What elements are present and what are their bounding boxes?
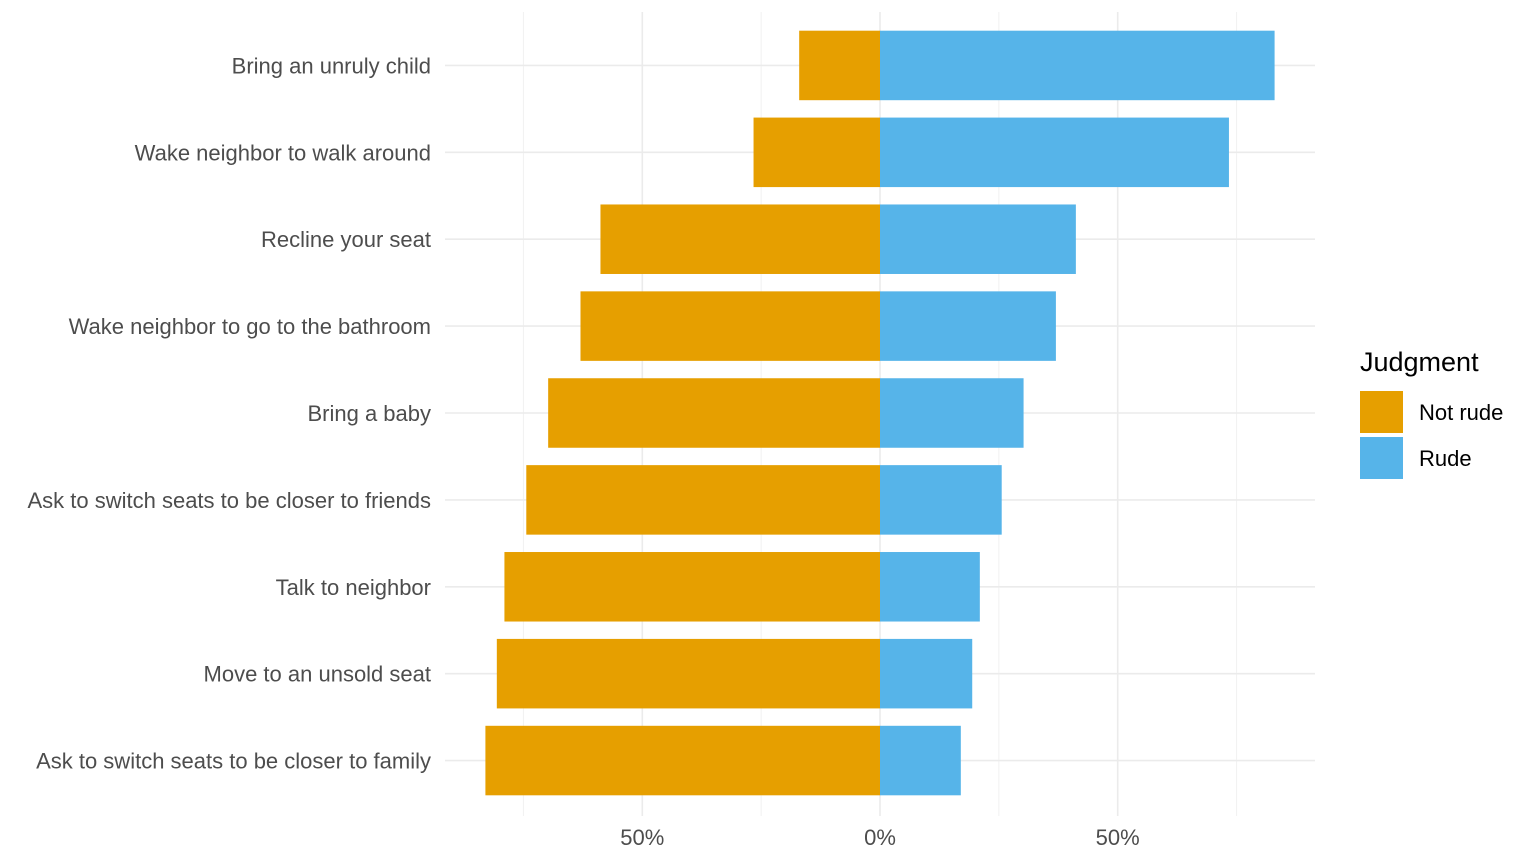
bar-not-rude	[799, 30, 880, 101]
bar-rude	[880, 204, 1076, 274]
bars	[485, 30, 1275, 796]
bar-not-rude	[485, 725, 880, 796]
bar-rude	[880, 291, 1056, 361]
category-label: Talk to neighbor	[276, 575, 431, 600]
bar-not-rude	[548, 378, 880, 448]
legend-label-not-rude: Not rude	[1419, 400, 1503, 425]
category-label: Ask to switch seats to be closer to frie…	[27, 488, 431, 513]
bar-rude	[880, 117, 1229, 188]
bar-not-rude	[600, 204, 880, 274]
bar-rude	[880, 638, 973, 709]
x-tick-label: 50%	[1096, 825, 1140, 850]
legend-title: Judgment	[1360, 347, 1479, 377]
bar-rude	[880, 30, 1275, 101]
category-label: Bring an unruly child	[232, 53, 431, 78]
category-label: Wake neighbor to go to the bathroom	[69, 314, 431, 339]
category-label: Recline your seat	[261, 227, 431, 252]
x-tick-label: 0%	[864, 825, 896, 850]
legend: Judgment Not rude Rude	[1360, 347, 1503, 479]
bar-not-rude	[526, 465, 880, 535]
legend-swatch-rude	[1360, 437, 1403, 479]
bar-not-rude	[504, 552, 880, 622]
bar-not-rude	[496, 638, 880, 709]
bar-not-rude	[753, 117, 880, 188]
bar-rude	[880, 552, 980, 622]
bar-rude	[880, 725, 961, 796]
bar-rude	[880, 465, 1002, 535]
category-labels: Bring an unruly child Wake neighbor to wa…	[27, 53, 431, 773]
x-tick-label: 50%	[620, 825, 664, 850]
category-label: Bring a baby	[307, 401, 431, 426]
category-label: Ask to switch seats to be closer to fami…	[36, 749, 431, 774]
category-label: Move to an unsold seat	[204, 662, 431, 687]
legend-swatch-not-rude	[1360, 391, 1403, 433]
bar-not-rude	[580, 291, 880, 361]
category-label: Wake neighbor to walk around	[135, 140, 431, 165]
bar-rude	[880, 378, 1024, 448]
legend-label-rude: Rude	[1419, 446, 1472, 471]
x-axis-ticks: 50% 0% 50%	[620, 825, 1139, 850]
